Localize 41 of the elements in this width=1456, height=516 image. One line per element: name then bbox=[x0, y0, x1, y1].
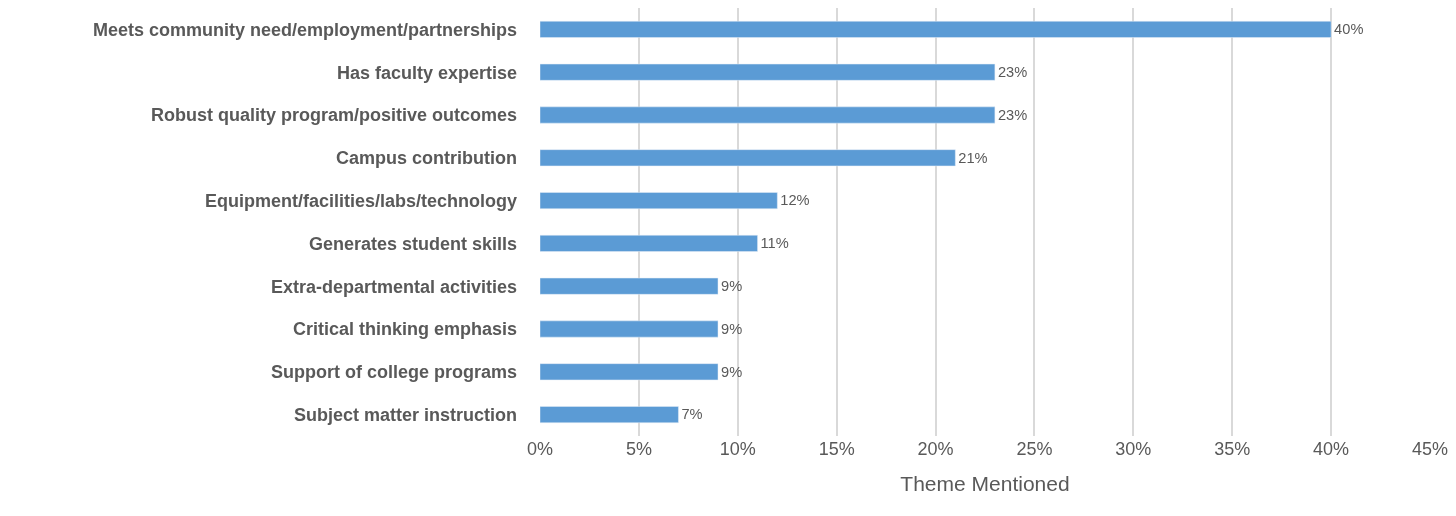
x-tick-label: 30% bbox=[1115, 439, 1152, 459]
data-label: 9% bbox=[721, 278, 743, 295]
bar bbox=[540, 363, 719, 381]
data-label: 9% bbox=[721, 363, 743, 380]
bar bbox=[540, 235, 758, 252]
x-tick-label: 40% bbox=[1313, 439, 1350, 459]
y-tick-label: Equipment/facilities/labs/technology bbox=[204, 190, 517, 211]
y-tick-label: Meets community need/employment/partnerships bbox=[92, 19, 517, 40]
x-tick-label: 5% bbox=[625, 439, 652, 459]
bar bbox=[540, 277, 719, 295]
x-tick-label: 35% bbox=[1214, 439, 1251, 459]
bar bbox=[540, 63, 996, 81]
data-label: 11% bbox=[760, 235, 789, 252]
x-tick-label: 20% bbox=[917, 439, 954, 459]
data-label: 23% bbox=[997, 64, 1028, 81]
y-tick-label: Campus contribution bbox=[336, 148, 517, 169]
bar bbox=[540, 406, 679, 423]
y-tick-label: Subject matter instruction bbox=[293, 404, 517, 425]
data-label: 9% bbox=[721, 320, 743, 337]
bar bbox=[540, 192, 778, 209]
data-label: 40% bbox=[1334, 21, 1364, 38]
y-tick-label: Extra-departmental activities bbox=[270, 276, 517, 297]
bar bbox=[540, 106, 996, 124]
x-tick-label: 0% bbox=[526, 439, 554, 459]
y-tick-label: Has faculty expertise bbox=[336, 62, 517, 83]
data-label: 7% bbox=[681, 406, 703, 423]
bar bbox=[540, 21, 1332, 38]
x-tick-label: 25% bbox=[1016, 439, 1053, 459]
y-tick-label: Support of college programs bbox=[270, 362, 517, 383]
y-tick-label: Robust quality program/positive outcomes bbox=[150, 105, 517, 126]
x-tick-label: 15% bbox=[818, 439, 855, 459]
x-tick-label: 45% bbox=[1411, 439, 1449, 459]
x-tick-label: 10% bbox=[719, 439, 756, 459]
data-label: 23% bbox=[997, 106, 1028, 123]
y-tick-label: Critical thinking emphasis bbox=[292, 319, 517, 340]
y-tick-label: Generates student skills bbox=[308, 233, 517, 254]
x-axis-title: Theme Mentioned bbox=[900, 472, 1070, 496]
data-label: 21% bbox=[958, 149, 988, 166]
bar bbox=[540, 320, 719, 338]
bar bbox=[540, 149, 956, 167]
data-label: 12% bbox=[780, 192, 810, 209]
